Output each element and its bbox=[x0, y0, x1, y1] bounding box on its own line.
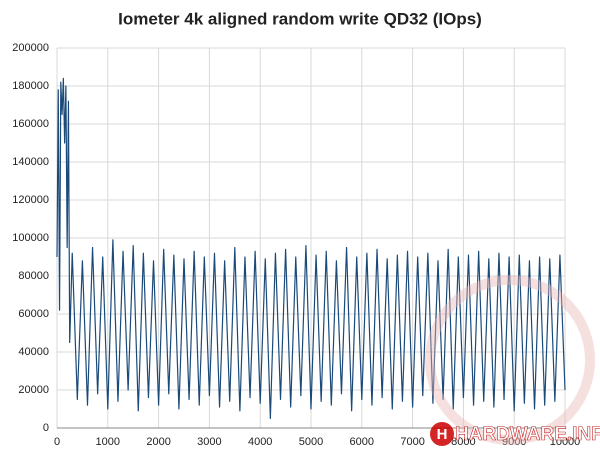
x-tick-label: 3000 bbox=[197, 436, 221, 448]
watermark: H HARDWARE.INFO bbox=[425, 275, 600, 446]
x-tick-label: 5000 bbox=[299, 436, 323, 448]
chart-title: Iometer 4k aligned random write QD32 (IO… bbox=[118, 9, 482, 28]
y-tick-label: 160000 bbox=[12, 118, 49, 130]
y-tick-label: 140000 bbox=[12, 156, 49, 168]
x-tick-label: 6000 bbox=[350, 436, 374, 448]
y-tick-label: 180000 bbox=[12, 80, 49, 92]
x-tick-label: 0 bbox=[54, 436, 60, 448]
y-tick-label: 200000 bbox=[12, 42, 49, 54]
y-tick-label: 100000 bbox=[12, 232, 49, 244]
plot-area: 0200004000060000800001000001200001400001… bbox=[12, 42, 580, 448]
x-tick-label: 4000 bbox=[248, 436, 272, 448]
y-tick-label: 0 bbox=[43, 422, 49, 434]
watermark-logo bbox=[430, 422, 454, 446]
data-line bbox=[56, 77, 566, 420]
x-tick-label: 2000 bbox=[146, 436, 170, 448]
y-tick-label: 120000 bbox=[12, 194, 49, 206]
x-tick-label: 8000 bbox=[451, 436, 475, 448]
x-tick-label: 7000 bbox=[400, 436, 424, 448]
x-tick-label: 9000 bbox=[502, 436, 526, 448]
watermark-logo-letter: H bbox=[437, 426, 448, 443]
watermark-text: HARDWARE.INFO bbox=[455, 424, 600, 445]
x-tick-label: 1000 bbox=[96, 436, 120, 448]
y-tick-label: 60000 bbox=[18, 308, 49, 320]
watermark-ring bbox=[425, 275, 595, 445]
y-tick-label: 20000 bbox=[18, 384, 49, 396]
y-tick-label: 40000 bbox=[18, 346, 49, 358]
x-tick-label: 10000 bbox=[550, 436, 581, 448]
y-tick-label: 80000 bbox=[18, 270, 49, 282]
